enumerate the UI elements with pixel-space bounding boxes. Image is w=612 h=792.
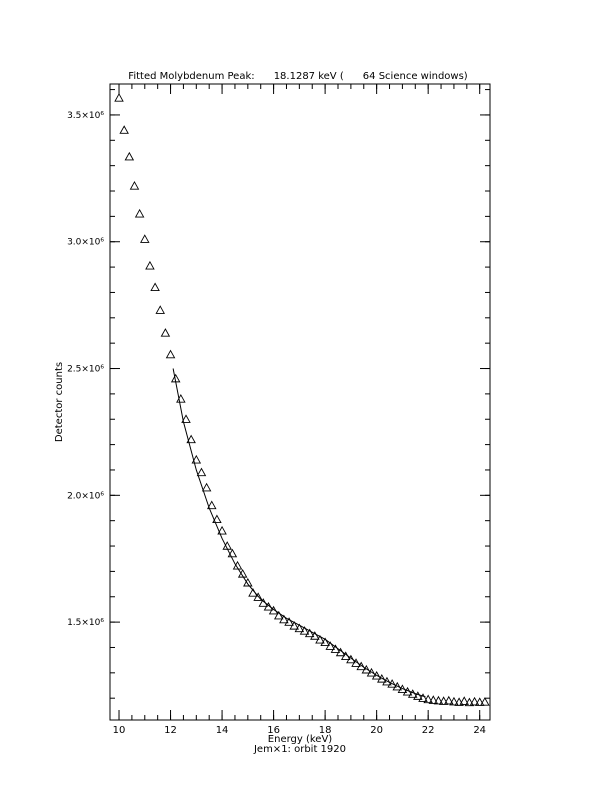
x-tick-label: 22 — [422, 725, 435, 736]
data-point — [310, 631, 320, 640]
data-point — [155, 305, 166, 314]
data-point — [294, 623, 305, 633]
data-point — [377, 673, 387, 683]
data-point — [191, 454, 202, 464]
data-point — [356, 661, 366, 671]
data-point — [150, 282, 160, 292]
y-tick-label: 3.5×10⁶ — [67, 111, 104, 121]
data-point — [325, 641, 336, 650]
y-tick-label: 2.5×10⁶ — [67, 365, 104, 375]
data-point — [444, 695, 454, 705]
data-point — [212, 514, 222, 524]
data-point — [423, 694, 433, 704]
data-point — [361, 664, 372, 674]
x-axis-label: Energy (keV) — [268, 734, 333, 745]
data-point — [387, 679, 397, 688]
data-point — [413, 691, 423, 700]
data-point — [129, 181, 140, 190]
y-tick-label: 3.0×10⁶ — [67, 238, 104, 248]
data-point — [438, 696, 449, 705]
data-point — [454, 697, 464, 706]
data-point — [145, 260, 155, 270]
data-point — [186, 434, 196, 444]
data-point — [119, 125, 129, 134]
data-point — [382, 676, 392, 686]
x-tick-label: 24 — [473, 725, 486, 736]
data-point — [320, 637, 330, 647]
data-point — [227, 548, 238, 558]
data-point — [284, 617, 294, 626]
data-point — [165, 349, 176, 359]
data-point — [392, 681, 403, 691]
data-point — [196, 467, 207, 477]
x-tick-label: 14 — [216, 725, 229, 736]
data-point — [253, 592, 263, 601]
data-point — [433, 695, 444, 705]
data-point — [201, 482, 212, 492]
x-tick-label: 18 — [319, 725, 332, 736]
data-point — [243, 577, 253, 587]
data-point — [124, 151, 135, 161]
data-point — [459, 696, 470, 705]
data-point — [474, 697, 485, 706]
data-point — [449, 696, 459, 706]
plot-frame — [109, 83, 491, 721]
data-point — [464, 697, 475, 707]
data-point — [273, 610, 284, 620]
data-point — [299, 626, 310, 635]
data-point — [315, 634, 325, 644]
data-point — [289, 620, 299, 630]
y-axis-label: Detector counts — [54, 362, 65, 442]
data-point — [181, 414, 191, 423]
data-point — [418, 693, 428, 702]
y-tick-label: 1.5×10⁶ — [67, 618, 104, 628]
x-tick-label: 10 — [113, 725, 126, 736]
data-point — [217, 525, 227, 535]
x-tick-label: 20 — [370, 725, 383, 736]
data-point — [160, 328, 171, 337]
x-tick-label: 12 — [164, 725, 177, 736]
data-point — [469, 696, 480, 706]
x-tick-label: 16 — [267, 725, 280, 736]
data-point — [134, 208, 145, 218]
y-tick-label: 2.0×10⁶ — [67, 491, 104, 501]
data-point — [480, 697, 490, 706]
fit-line — [172, 368, 426, 698]
subtitle: Jem×1: orbit 1920 — [253, 744, 346, 755]
data-point — [279, 614, 289, 624]
data-point — [206, 500, 217, 510]
data-point — [304, 628, 315, 638]
chart-title: Fitted Molybdenum Peak: 18.1287 keV ( 64… — [128, 71, 468, 82]
data-point — [114, 93, 124, 102]
data-point — [366, 667, 377, 677]
data-point — [428, 695, 439, 704]
data-point — [371, 670, 382, 680]
data-point — [140, 234, 150, 243]
